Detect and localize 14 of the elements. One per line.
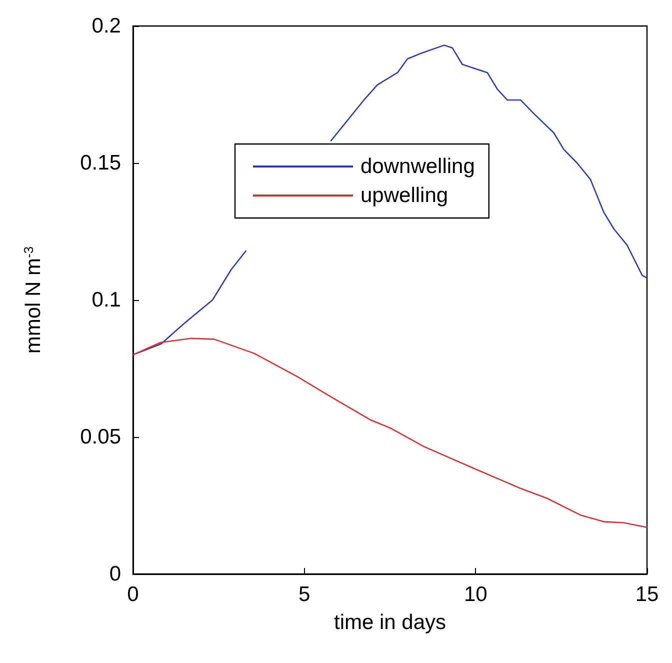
line-series bbox=[132, 338, 648, 528]
y-tick-label: 0.1 bbox=[92, 288, 121, 312]
y-tick-label: 0.05 bbox=[80, 426, 121, 448]
x-tick-label: 5 bbox=[298, 583, 310, 606]
x-tick-label: 0 bbox=[127, 583, 139, 606]
y-axis-title: mmol N m-3 bbox=[21, 246, 45, 354]
x-tick-label: 15 bbox=[635, 583, 659, 606]
legend-label: upwelling bbox=[360, 184, 448, 207]
x-tick-label: 10 bbox=[464, 583, 488, 606]
y-tick-label: 0.2 bbox=[92, 14, 121, 38]
legend-label: downwelling bbox=[360, 155, 475, 178]
y-tick-label: 0 bbox=[109, 562, 121, 586]
x-axis-title: time in days bbox=[334, 611, 446, 634]
y-tick-label: 0.15 bbox=[80, 152, 121, 174]
